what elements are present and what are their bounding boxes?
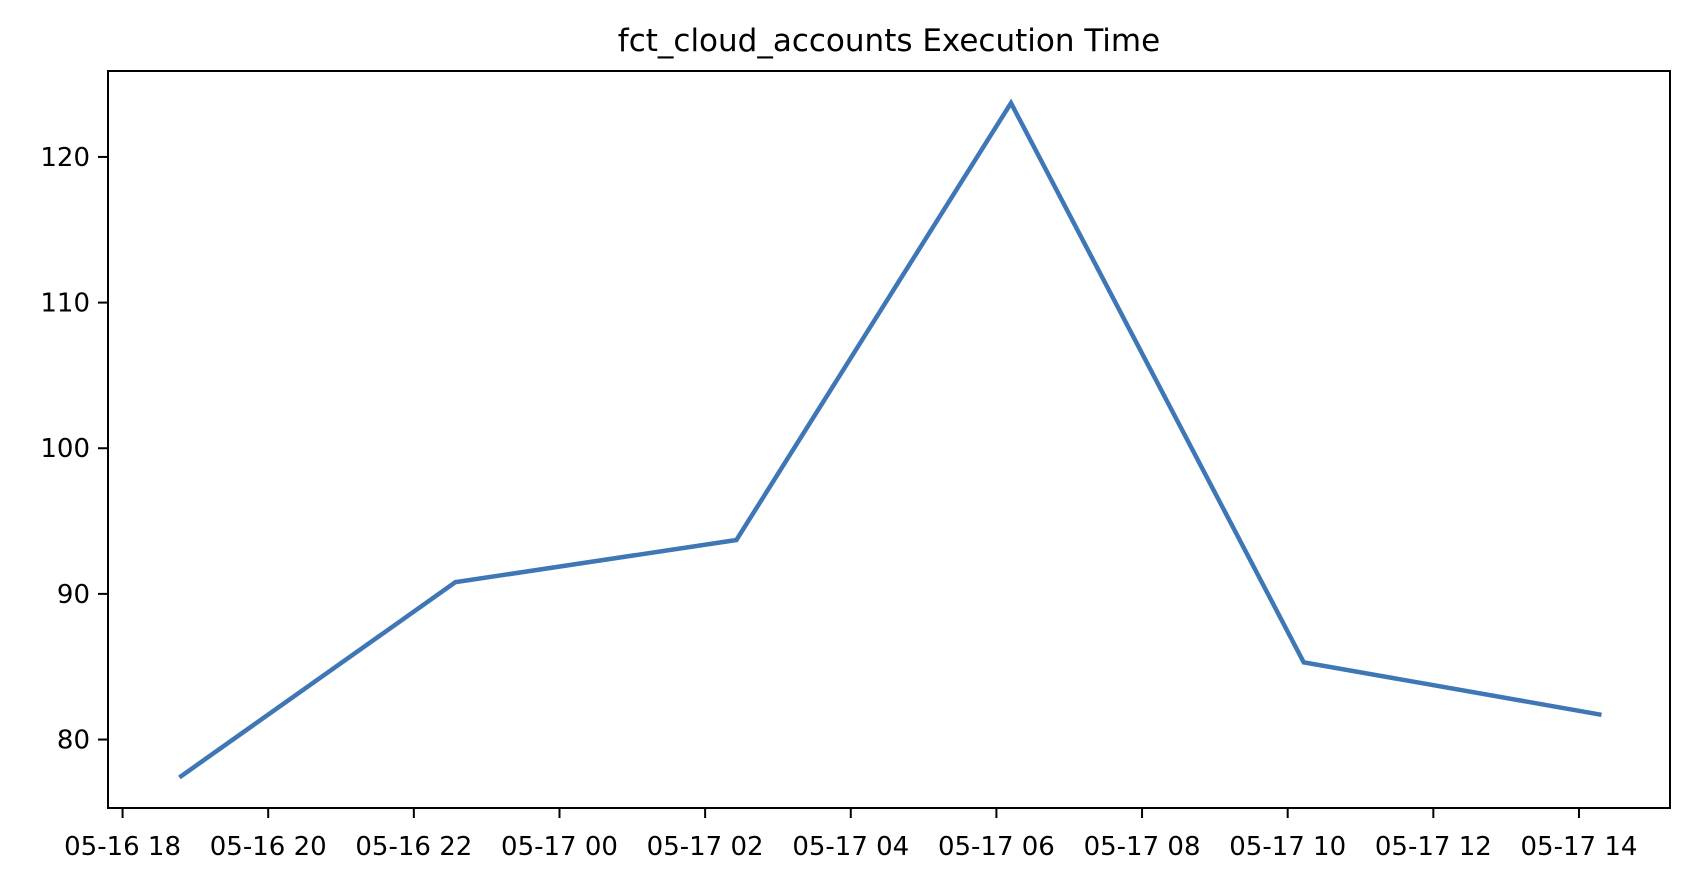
x-tick-label: 05-17 04 — [792, 832, 909, 862]
plot-border — [107, 70, 1671, 809]
y-tick-label: 110 — [40, 289, 90, 319]
x-tick-label: 05-17 06 — [938, 832, 1055, 862]
series-line — [178, 98, 1602, 780]
y-tick-label: 80 — [57, 726, 90, 756]
x-tick-label: 05-16 22 — [355, 832, 472, 862]
chart-title: fct_cloud_accounts Execution Time — [617, 23, 1161, 59]
x-tick-label: 05-16 20 — [210, 832, 327, 862]
y-tick-label: 100 — [40, 434, 90, 464]
x-tick-label: 05-17 00 — [501, 832, 618, 862]
x-tick-label: 05-16 18 — [64, 832, 181, 862]
y-tick-label: 90 — [57, 580, 90, 610]
x-tick-label: 05-17 14 — [1521, 832, 1638, 862]
x-tick-label: 05-17 12 — [1375, 832, 1492, 862]
x-tick-label: 05-17 02 — [647, 832, 764, 862]
x-tick-label: 05-17 10 — [1229, 832, 1346, 862]
y-tick-label: 120 — [40, 143, 90, 173]
x-tick-label: 05-17 08 — [1084, 832, 1201, 862]
